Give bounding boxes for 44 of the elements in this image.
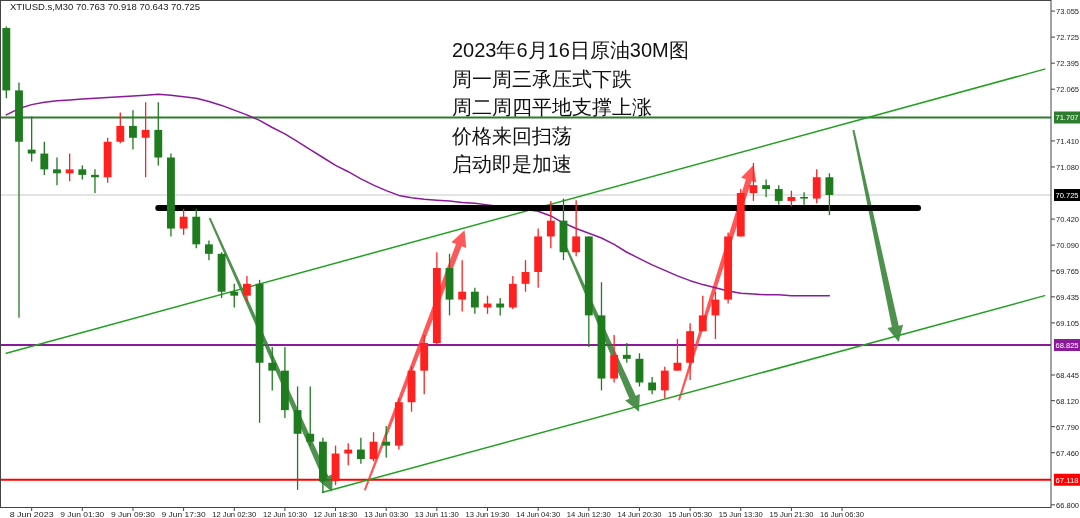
x-tick-label: 15 Jun 21:30	[769, 510, 816, 518]
x-tick-label: 13 Jun 19:30	[465, 510, 512, 518]
y-tick-label: 69.765	[1056, 266, 1080, 276]
ref-line-label: 70.725	[1055, 191, 1080, 201]
line-series	[5, 93, 831, 297]
x-tick-label: 14 Jun 20:30	[617, 510, 664, 518]
y-tick-label: 71.410	[1056, 136, 1080, 146]
y-tick-label: 69.105	[1056, 318, 1080, 328]
annotation: 价格来回扫荡	[451, 124, 572, 147]
y-tick-label: 70.420	[1056, 215, 1080, 225]
y-tick-label: 70.090	[1056, 241, 1080, 251]
x-tick-label: 9 Jun 01:30	[60, 510, 105, 518]
x-tick-label: 13 Jun 03:30	[364, 510, 411, 518]
y-tick-label: 71.080	[1056, 162, 1080, 172]
ref-line-label: 67.118	[1055, 475, 1080, 485]
x-tick-label: 16 Jun 06:30	[820, 510, 867, 518]
annotation: 2023年6月16日原油30M图	[452, 39, 689, 61]
y-tick-label: 67.790	[1056, 422, 1080, 432]
y-tick-label: 72.065	[1056, 85, 1080, 95]
ref-line-label: 68.825	[1055, 340, 1080, 350]
annotation: 周二周四平地支撑上涨	[452, 96, 652, 118]
y-tick-label: 72.395	[1056, 59, 1080, 69]
x-tick-label: 12 Jun 10:30	[262, 510, 310, 518]
x-tick-label: 13 Jun 11:30	[414, 510, 461, 518]
x-tick-label: 9 Jun 17:30	[161, 510, 207, 518]
y-tick-label: 69.435	[1056, 292, 1080, 302]
x-tick-label: 14 Jun 12:30	[566, 510, 614, 518]
y-tick-label: 68.120	[1056, 396, 1080, 406]
annotation: XTIUSD.s,M30 70.763 70.918 70.643 70.725	[10, 1, 201, 12]
ref-line-label: 71.707	[1055, 113, 1080, 123]
y-tick-label: 66.800	[1056, 500, 1080, 510]
x-tick-label: 9 Jun 09:30	[110, 510, 156, 518]
x-tick-label: 12 Jun 02:30	[212, 510, 259, 518]
y-tick-label: 67.460	[1056, 448, 1080, 458]
x-tick-label: 12 Jun 18:30	[313, 510, 360, 518]
x-tick-label: 14 Jun 04:30	[516, 510, 563, 518]
y-tick-label: 68.445	[1056, 370, 1080, 380]
x-tick-label: 8 Jun 2023	[9, 510, 55, 518]
y-tick-label: 73.055	[1056, 7, 1080, 17]
x-tick-label: 15 Jun 13:30	[718, 510, 766, 518]
annotation: 周一周三承压式下跌	[452, 67, 632, 90]
x-tick-label: 15 Jun 05:30	[668, 510, 715, 518]
y-tick-label: 72.725	[1056, 33, 1080, 43]
annotation: 启动即是加速	[452, 153, 572, 175]
